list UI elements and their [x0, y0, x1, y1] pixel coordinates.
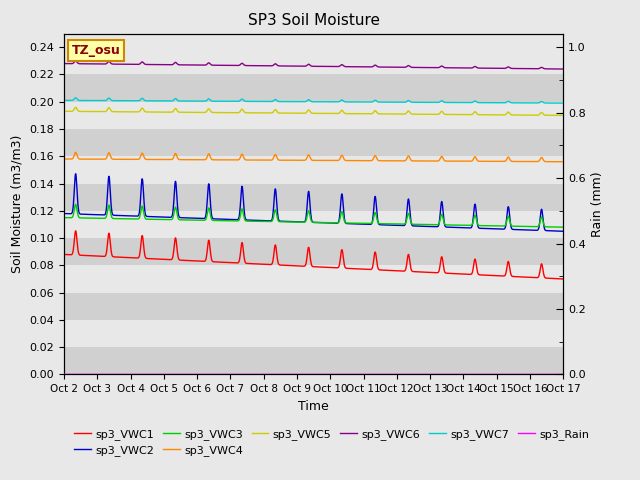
Bar — [64, 102, 563, 129]
sp3_VWC1 — [456, 271, 464, 277]
sp3_VWC6 — [456, 65, 464, 71]
sp3_VWC2 — [391, 222, 399, 228]
sp3_VWC2 — [227, 216, 235, 222]
sp3_VWC5 — [456, 112, 464, 118]
Bar — [64, 74, 563, 102]
sp3_VWC7 — [60, 97, 68, 103]
Bar — [64, 293, 563, 320]
sp3_VWC7 — [227, 98, 235, 104]
sp3_VWC1 — [172, 235, 179, 241]
Bar — [64, 238, 563, 265]
sp3_VWC5 — [72, 105, 79, 110]
sp3_VWC1 — [391, 268, 399, 274]
Line: sp3_VWC5: sp3_VWC5 — [64, 108, 563, 115]
Bar — [64, 320, 563, 347]
Line: sp3_VWC3: sp3_VWC3 — [64, 204, 563, 227]
sp3_VWC3 — [391, 221, 399, 227]
Bar — [64, 347, 563, 374]
Bar — [64, 183, 563, 211]
sp3_VWC2 — [72, 171, 79, 177]
sp3_Rain — [559, 372, 567, 377]
sp3_VWC1 — [159, 256, 167, 262]
sp3_VWC5 — [500, 112, 508, 118]
sp3_VWC4 — [159, 156, 167, 162]
sp3_VWC1 — [72, 228, 79, 234]
sp3_VWC3 — [227, 218, 235, 224]
sp3_VWC3 — [72, 202, 79, 207]
sp3_VWC7 — [391, 99, 399, 105]
sp3_VWC3 — [172, 204, 179, 210]
sp3_VWC5 — [559, 112, 567, 118]
sp3_Rain — [60, 372, 68, 377]
Legend: sp3_VWC1, sp3_VWC2, sp3_VWC3, sp3_VWC4, sp3_VWC5, sp3_VWC6, sp3_VWC7, sp3_Rain: sp3_VWC1, sp3_VWC2, sp3_VWC3, sp3_VWC4, … — [70, 424, 594, 460]
Bar — [64, 265, 563, 293]
sp3_VWC1 — [559, 276, 567, 282]
sp3_VWC3 — [456, 222, 464, 228]
sp3_VWC4 — [500, 158, 508, 164]
sp3_VWC4 — [60, 156, 68, 162]
sp3_VWC3 — [60, 215, 68, 220]
sp3_VWC7 — [500, 100, 508, 106]
sp3_VWC7 — [559, 100, 567, 106]
sp3_Rain — [500, 372, 508, 377]
Text: TZ_osu: TZ_osu — [72, 44, 120, 57]
X-axis label: Time: Time — [298, 400, 329, 413]
sp3_VWC4 — [72, 149, 79, 155]
sp3_VWC6 — [227, 62, 235, 68]
sp3_VWC3 — [559, 224, 567, 230]
Bar — [64, 129, 563, 156]
sp3_VWC2 — [500, 226, 508, 232]
Line: sp3_VWC4: sp3_VWC4 — [64, 152, 563, 162]
sp3_VWC7 — [456, 100, 464, 106]
sp3_Rain — [159, 372, 166, 377]
Bar — [64, 47, 563, 74]
Line: sp3_VWC1: sp3_VWC1 — [64, 231, 563, 279]
sp3_Rain — [391, 372, 399, 377]
sp3_VWC1 — [227, 260, 235, 265]
sp3_VWC5 — [60, 108, 68, 114]
sp3_VWC3 — [159, 216, 167, 222]
sp3_VWC4 — [391, 158, 399, 164]
sp3_VWC6 — [391, 64, 399, 70]
Title: SP3 Soil Moisture: SP3 Soil Moisture — [248, 13, 380, 28]
sp3_Rain — [227, 372, 235, 377]
sp3_VWC2 — [456, 225, 464, 230]
sp3_VWC5 — [227, 110, 235, 116]
sp3_VWC6 — [72, 58, 79, 64]
sp3_VWC5 — [159, 109, 167, 115]
sp3_VWC7 — [159, 98, 167, 104]
sp3_VWC4 — [456, 158, 464, 164]
sp3_VWC1 — [500, 273, 508, 279]
Line: sp3_VWC6: sp3_VWC6 — [64, 61, 563, 69]
sp3_VWC6 — [500, 65, 508, 71]
sp3_Rain — [456, 372, 463, 377]
Line: sp3_VWC7: sp3_VWC7 — [64, 98, 563, 103]
Y-axis label: Soil Moisture (m3/m3): Soil Moisture (m3/m3) — [11, 135, 24, 273]
sp3_VWC5 — [172, 106, 179, 111]
sp3_VWC5 — [391, 111, 399, 117]
sp3_VWC2 — [159, 214, 167, 220]
Line: sp3_VWC2: sp3_VWC2 — [64, 174, 563, 231]
sp3_VWC6 — [159, 62, 167, 68]
sp3_VWC2 — [172, 179, 179, 184]
Bar — [64, 211, 563, 238]
sp3_VWC7 — [72, 95, 79, 101]
sp3_VWC2 — [559, 228, 567, 234]
sp3_VWC1 — [60, 252, 68, 257]
sp3_VWC6 — [559, 66, 567, 72]
sp3_VWC7 — [172, 96, 179, 101]
sp3_VWC4 — [172, 151, 179, 156]
sp3_VWC6 — [60, 60, 68, 66]
sp3_VWC6 — [172, 60, 179, 65]
sp3_VWC3 — [500, 223, 508, 229]
sp3_VWC4 — [227, 157, 235, 163]
sp3_VWC2 — [60, 211, 68, 216]
sp3_Rain — [171, 372, 179, 377]
sp3_VWC4 — [559, 159, 567, 165]
Bar — [64, 156, 563, 183]
Y-axis label: Rain (mm): Rain (mm) — [591, 171, 604, 237]
